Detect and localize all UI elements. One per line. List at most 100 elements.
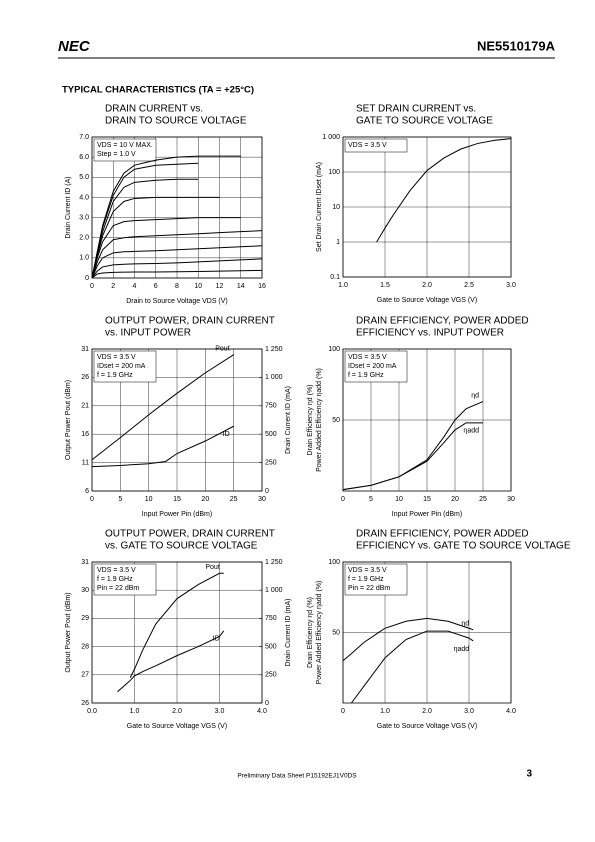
logo: NEC [58,38,91,55]
annotation: f = 1.9 GHz [97,576,133,583]
chart-title: DRAIN EFFICIENCY, POWER ADDED [356,316,529,327]
y-axis-label: Output Power Pout (dBm) [65,380,72,460]
annotation-box [344,138,408,153]
y-tick-label: 31 [81,346,89,353]
x-tick-label: 5 [118,496,122,503]
y-tick-label: 0 [85,275,89,282]
x-tick-label: 25 [230,496,238,503]
x-tick-label: 1.0 [130,708,140,715]
x-axis-label: Input Power Pin (dBm) [142,511,212,518]
page-number: 3 [526,769,532,780]
y-tick-label: 7.0 [79,134,89,141]
x-tick-label: 2.5 [464,282,474,289]
y-tick-label: 50 [332,417,340,424]
y-axis-label: Drain Efficiency ηd (%) [307,384,314,455]
series-line [91,258,263,279]
y2-axis-label: Drain Current ID (mA) [285,386,292,454]
annotation: VDS = 3.5 V [348,567,387,574]
y-tick-label: 4.0 [79,194,89,201]
y-tick-label: 27 [81,672,89,679]
plot-frame [91,136,263,279]
y-axis-label: Set Drain Current IDset (mA) [316,162,323,252]
annotation: f = 1.9 GHz [348,576,384,583]
y2-axis-label: Drain Current ID (mA) [285,598,292,666]
series-label: ID [223,431,230,438]
y2-tick-label: 750 [265,403,277,410]
y-tick-label: 28 [81,643,89,650]
y-tick-label: 1.0 [79,255,89,262]
y-tick-label: 2.0 [79,235,89,242]
y2-tick-label: 750 [265,615,277,622]
x-axis-label: Input Power Pin (dBm) [392,511,462,518]
y-tick-label: 30 [81,587,89,594]
annotation: VDS = 10 V MAX. [97,142,153,149]
series-line [91,354,234,461]
x-tick-label: 6 [154,283,158,290]
chart-title: OUTPUT POWER, DRAIN CURRENT [105,529,275,540]
y2-tick-label: 1 250 [265,559,283,566]
y2-tick-label: 500 [265,643,277,650]
x-tick-label: 2 [111,283,115,290]
series-line [91,196,220,279]
x-axis-label: Drain to Source Voltage VDS (V) [126,298,228,305]
y-tick-label: 6.0 [79,154,89,161]
section-title: TYPICAL CHARACTERISTICS (TA = +25°C) [62,85,254,96]
chart-title: EFFICIENCY vs. GATE TO SOURCE VOLTAGE [356,541,571,552]
y2-tick-label: 0 [265,488,269,495]
series-label: ηd [461,621,469,628]
x-tick-label: 4 [133,283,137,290]
y-tick-label: 31 [81,559,89,566]
x-tick-label: 30 [507,496,515,503]
x-tick-label: 3.0 [215,708,225,715]
y2-tick-label: 1 000 [265,374,283,381]
footer-text: Preliminary Data Sheet P15192EJ1V0DS [237,773,357,780]
annotation: Pin = 22 dBm [348,585,390,592]
y-tick-label: 11 [82,459,89,466]
x-tick-label: 10 [145,496,153,503]
x-tick-label: 2.0 [422,708,432,715]
series-line [91,217,241,279]
y-tick-label: 26 [81,700,89,707]
plot-frame [91,561,263,704]
series-line [342,617,474,662]
series-label: ηadd [454,646,470,653]
annotation: Step = 1.0 V [97,151,136,158]
series-line [342,401,484,491]
series-line [117,630,225,693]
x-axis-label: Gate to Source Voltage VGS (V) [377,723,477,730]
series-line [91,245,263,279]
y2-tick-label: 500 [265,431,277,438]
chart-title: vs. GATE TO SOURCE VOLTAGE [105,541,258,552]
series-line [91,155,241,279]
y-tick-label: 100 [328,346,340,353]
y-tick-label: 21 [81,403,89,410]
y-tick-label: 100 [328,559,340,566]
y-tick-label: 100 [328,169,340,176]
x-tick-label: 0 [341,708,345,715]
chart-title: DRAIN EFFICIENCY, POWER ADDED [356,529,529,540]
x-tick-label: 4.0 [506,708,516,715]
series-label: ηadd [463,428,479,435]
x-tick-label: 1.0 [380,708,390,715]
x-tick-label: 14 [237,283,245,290]
series-line [376,138,512,243]
chart-title: OUTPUT POWER, DRAIN CURRENT [105,316,275,327]
y2-tick-label: 1 250 [265,346,283,353]
x-tick-label: 3.0 [464,708,474,715]
annotation-box [344,350,408,383]
y-tick-label: 5.0 [79,174,89,181]
x-tick-label: 15 [423,496,431,503]
chart-title: DRAIN TO SOURCE VOLTAGE [105,116,247,127]
y2-tick-label: 1 000 [265,587,283,594]
series-line [91,178,199,279]
y-tick-label: 0.1 [330,274,340,281]
x-tick-label: 10 [395,496,403,503]
annotation: f = 1.9 GHz [97,372,133,379]
series-label: ID [213,636,220,643]
chart-title: vs. INPUT POWER [105,328,191,339]
x-tick-label: 25 [479,496,487,503]
series-line [91,425,234,468]
x-tick-label: 12 [216,283,224,290]
y-tick-label: 29 [81,615,89,622]
annotation-box [93,138,157,162]
